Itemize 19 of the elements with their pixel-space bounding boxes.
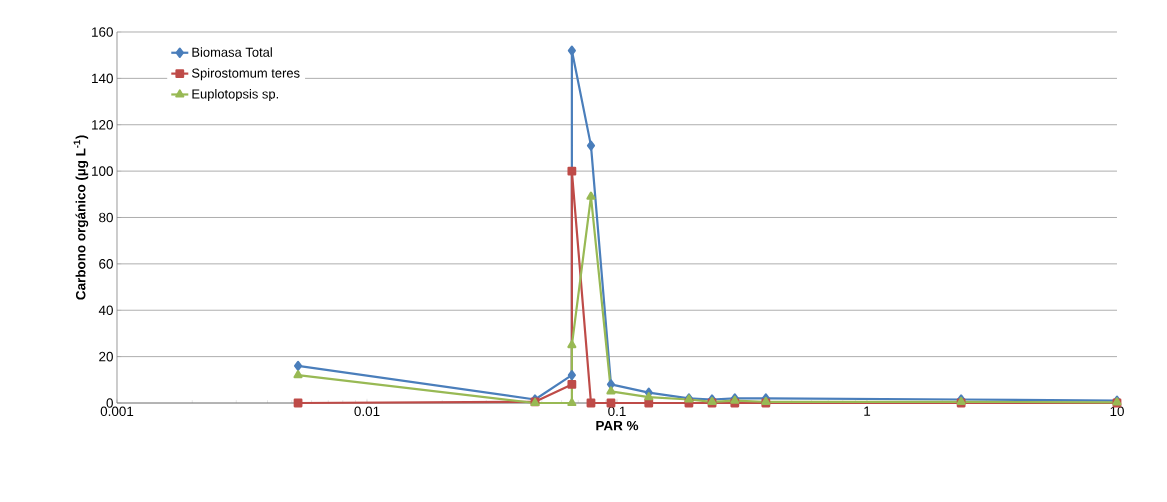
x-tick-label: 10 [1110, 406, 1124, 417]
x-tick-label: 0.1 [608, 406, 626, 417]
x-tick-label: 0.001 [100, 406, 134, 417]
y-tick-label: 120 [92, 119, 113, 130]
legend-label: Spirostomum teres [191, 68, 300, 81]
y-tick-label: 160 [92, 27, 113, 37]
x-axis-title: PAR % [596, 420, 639, 431]
legend-label: Euplotopsis sp. [192, 89, 279, 102]
x-tick-label: 0.01 [354, 406, 380, 417]
y-tick-label: 140 [92, 73, 113, 84]
y-tick-label: 80 [99, 212, 113, 223]
y-axis-title: Carbono orgánico (µg L$^{-1}$) [73, 135, 89, 300]
y-tick-label: 100 [92, 166, 113, 176]
x-tick-label: 1 [864, 406, 871, 416]
y-tick-label: 20 [99, 351, 113, 362]
y-tick-label: 0 [106, 398, 113, 408]
y-tick-label: 40 [98, 305, 113, 315]
legend-label: Biomasa Total [192, 47, 272, 57]
y-tick-label: 60 [99, 259, 113, 269]
